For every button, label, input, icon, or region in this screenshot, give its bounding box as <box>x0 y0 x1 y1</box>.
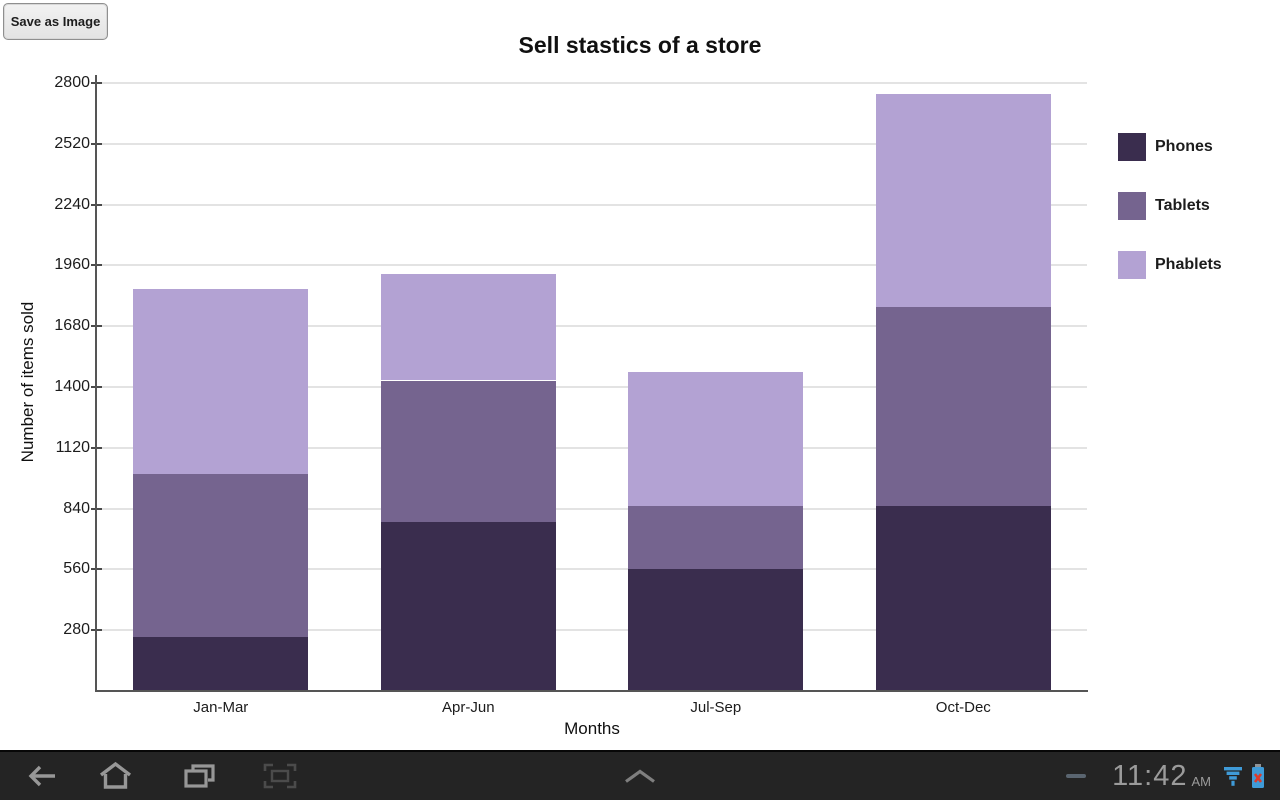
bar-segment-tablets <box>875 306 1051 507</box>
bar-segment-phones <box>875 506 1051 691</box>
x-tick-label: Oct-Dec <box>935 699 991 716</box>
gridline <box>97 507 1087 510</box>
y-tick-label: 840 <box>63 499 90 517</box>
status-cluster[interactable]: 11:42 AM <box>1066 752 1266 800</box>
bar-segment-tablets <box>380 380 556 522</box>
chart-title: Sell stastics of a store <box>518 32 762 58</box>
bar-segment-phones <box>133 636 309 691</box>
y-tick-label: 1400 <box>54 378 90 395</box>
battery-alert-icon <box>1252 763 1264 788</box>
android-navigation-bar: 11:42 AM <box>0 750 1280 800</box>
bar-segment-phones <box>628 569 804 691</box>
gridline <box>97 568 1087 571</box>
legend-swatch-phones <box>1118 133 1146 161</box>
x-tick-label: Jul-Sep <box>690 699 742 716</box>
y-tick-label: 2520 <box>54 134 90 152</box>
gridline <box>97 203 1087 206</box>
y-tick-label: 1120 <box>55 438 90 456</box>
legend-swatch-tablets <box>1118 192 1146 220</box>
save-as-image-button[interactable]: Save as Image <box>3 3 108 40</box>
gridline <box>97 446 1087 449</box>
bar-segment-phones <box>380 521 556 691</box>
recent-apps-icon[interactable] <box>182 762 216 790</box>
hide-notifications-icon[interactable] <box>1066 774 1087 778</box>
x-tick-label: Jan-Mar <box>193 699 249 716</box>
back-icon[interactable] <box>24 762 58 790</box>
gridline <box>97 82 1087 84</box>
y-tick-label: 2240 <box>54 195 90 213</box>
clock-meridiem: AM <box>1191 773 1212 789</box>
x-axis-title: Months <box>564 719 620 738</box>
bar-segment-phablets <box>133 289 309 474</box>
y-tick-label: 1960 <box>54 256 90 274</box>
legend-label-phones: Phones <box>1155 138 1213 155</box>
chevron-up-icon[interactable] <box>622 769 658 784</box>
home-icon[interactable] <box>97 761 134 791</box>
bar-segment-phablets <box>875 93 1051 307</box>
x-axis-line <box>95 690 1088 692</box>
gridline <box>97 264 1087 267</box>
y-tick-label: 560 <box>63 560 90 578</box>
gridline <box>97 142 1087 145</box>
signal-icon <box>1224 767 1242 786</box>
bar-segment-tablets <box>628 506 804 570</box>
gridline <box>97 629 1087 632</box>
legend-label-phablets: Phablets <box>1155 256 1222 273</box>
y-axis-line <box>95 75 97 692</box>
gridline <box>97 386 1087 388</box>
clock-time: 11:42 <box>1112 759 1188 792</box>
y-tick-label: 280 <box>63 621 90 639</box>
bar-segment-tablets <box>133 473 309 637</box>
x-tick-label: Apr-Jun <box>442 699 495 716</box>
screen-capture-icon[interactable] <box>262 762 298 790</box>
legend-label-tablets: Tablets <box>1155 197 1210 214</box>
bar-segment-phablets <box>380 274 556 381</box>
y-tick-label: 2800 <box>54 74 90 91</box>
gridline <box>97 325 1087 328</box>
bar-segment-phablets <box>628 371 804 507</box>
y-tick-label: 1680 <box>54 317 90 335</box>
legend-swatch-phablets <box>1118 251 1146 279</box>
